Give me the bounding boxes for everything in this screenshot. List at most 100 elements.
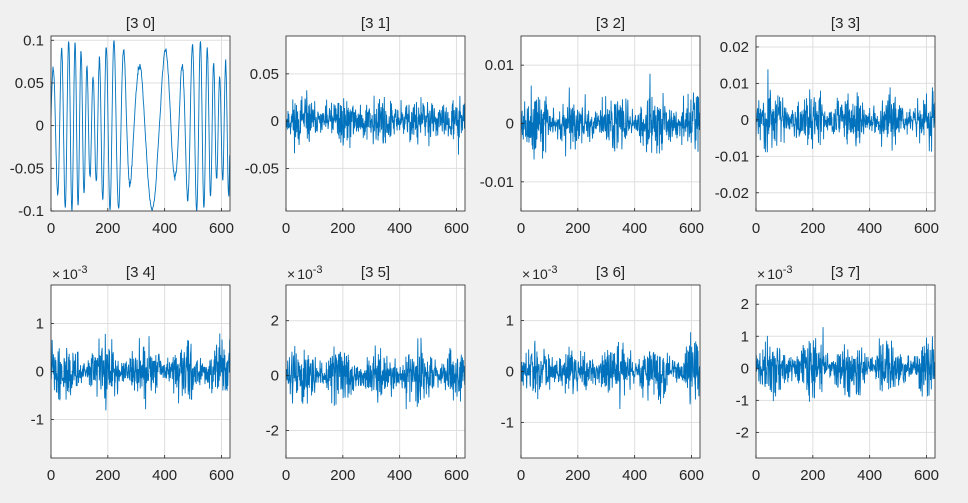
series-line bbox=[521, 332, 700, 409]
series-line bbox=[756, 69, 935, 153]
subplot-4: 0 200 400 600 -1 0 1 [3 4] × 10-3 bbox=[31, 264, 234, 484]
x-tick-label: 0 bbox=[47, 467, 55, 484]
x-tick-label: 400 bbox=[152, 220, 177, 237]
x-tick-label: 200 bbox=[800, 220, 825, 237]
x-tick-label: 600 bbox=[914, 220, 939, 237]
x-tick-label: 600 bbox=[679, 467, 704, 484]
y-tick-label: 2 bbox=[271, 313, 279, 330]
y-tick-label: -0.05 bbox=[245, 160, 279, 177]
axes-box bbox=[50, 35, 231, 212]
y-tick-label: 1 bbox=[506, 313, 514, 330]
x-tick-label: 400 bbox=[622, 220, 647, 237]
y-exponent-label: × 10-3 bbox=[522, 264, 558, 282]
y-tick-label: -0.05 bbox=[10, 160, 44, 177]
x-tick-label: 0 bbox=[517, 220, 525, 237]
axes-box bbox=[755, 284, 936, 459]
x-tick-label: 0 bbox=[752, 467, 760, 484]
y-tick-label: 0 bbox=[741, 112, 749, 129]
exponent-base: 10 bbox=[62, 266, 78, 282]
y-tick-label: 0.01 bbox=[485, 57, 514, 74]
subplot-1: 0 200 400 600 -0.05 0 0.05 [3 1] bbox=[245, 15, 469, 237]
y-tick-label: -1 bbox=[736, 392, 749, 409]
y-tick-label: 0 bbox=[36, 364, 44, 381]
x-tick-label: 400 bbox=[387, 467, 412, 484]
subplot-7: 0 200 400 600 -2 -1 0 1 2 [3 7] × 10-3 bbox=[736, 264, 939, 484]
subplot-title: [3 7] bbox=[831, 264, 860, 281]
y-tick-label: -0.1 bbox=[18, 203, 44, 220]
exponent-times: × bbox=[52, 266, 60, 282]
x-tick-label: 600 bbox=[444, 467, 469, 484]
exponent-power: -3 bbox=[783, 264, 793, 276]
y-tick-label: 0 bbox=[271, 368, 279, 385]
y-tick-label: -1 bbox=[501, 414, 514, 431]
x-tick-label: 200 bbox=[330, 467, 355, 484]
y-tick-label: 0 bbox=[506, 116, 514, 133]
x-tick-label: 400 bbox=[857, 467, 882, 484]
y-tick-label: -0.02 bbox=[715, 185, 749, 202]
subplot-0: 0 200 400 600 -0.1 -0.05 0 0.05 0.1 [3 0] bbox=[10, 15, 234, 237]
exponent-base: 10 bbox=[767, 266, 783, 282]
y-tick-label: -1 bbox=[31, 412, 44, 429]
exponent-power: -3 bbox=[313, 264, 323, 276]
x-tick-label: 200 bbox=[95, 467, 120, 484]
x-tick-label: 400 bbox=[387, 220, 412, 237]
subplot-title: [3 6] bbox=[596, 264, 625, 281]
exponent-base: 10 bbox=[297, 266, 313, 282]
y-tick-label: -0.01 bbox=[715, 148, 749, 165]
exponent-times: × bbox=[287, 266, 295, 282]
subplot-title: [3 5] bbox=[361, 264, 390, 281]
y-tick-label: -2 bbox=[266, 423, 279, 440]
subplot-title: [3 0] bbox=[126, 15, 155, 32]
x-tick-label: 200 bbox=[800, 467, 825, 484]
x-tick-label: 400 bbox=[152, 467, 177, 484]
axes-box bbox=[285, 35, 466, 212]
exponent-times: × bbox=[757, 266, 765, 282]
subplot-5: 0 200 400 600 -2 0 2 [3 5] × 10-3 bbox=[266, 264, 469, 484]
y-tick-label: -2 bbox=[736, 424, 749, 441]
exponent-base: 10 bbox=[532, 266, 548, 282]
x-tick-label: 400 bbox=[622, 467, 647, 484]
x-tick-label: 0 bbox=[752, 220, 760, 237]
x-tick-label: 600 bbox=[679, 220, 704, 237]
x-tick-label: 200 bbox=[95, 220, 120, 237]
subplot-title: [3 4] bbox=[126, 264, 155, 281]
x-tick-label: 0 bbox=[282, 467, 290, 484]
x-tick-label: 400 bbox=[857, 220, 882, 237]
x-tick-label: 200 bbox=[565, 220, 590, 237]
x-tick-label: 600 bbox=[914, 467, 939, 484]
y-tick-label: 0.05 bbox=[250, 66, 279, 83]
x-tick-label: 0 bbox=[47, 220, 55, 237]
x-tick-label: 200 bbox=[565, 467, 590, 484]
exponent-power: -3 bbox=[548, 264, 558, 276]
axes-box bbox=[755, 35, 936, 212]
x-tick-label: 200 bbox=[330, 220, 355, 237]
y-tick-label: 1 bbox=[36, 315, 44, 332]
subplot-title: [3 1] bbox=[361, 15, 390, 32]
y-tick-label: 0 bbox=[506, 364, 514, 381]
y-tick-label: 0.01 bbox=[720, 75, 749, 92]
y-tick-label: 2 bbox=[741, 296, 749, 313]
subplot-3: 0 200 400 600 -0.02 -0.01 0 0.01 0.02 [3 3] bbox=[715, 15, 939, 237]
x-tick-label: 600 bbox=[209, 467, 234, 484]
y-tick-label: -0.01 bbox=[480, 174, 514, 191]
x-tick-label: 600 bbox=[444, 220, 469, 237]
y-tick-label: 1 bbox=[741, 328, 749, 345]
y-exponent-label: × 10-3 bbox=[757, 264, 793, 282]
y-exponent-label: × 10-3 bbox=[287, 264, 323, 282]
y-tick-label: 0 bbox=[271, 113, 279, 130]
series-line bbox=[51, 333, 230, 411]
series-line bbox=[521, 73, 700, 160]
y-exponent-label: × 10-3 bbox=[52, 264, 88, 282]
subplot-title: [3 3] bbox=[831, 15, 860, 32]
exponent-power: -3 bbox=[78, 264, 88, 276]
y-tick-label: 0.05 bbox=[15, 75, 44, 92]
x-tick-label: 600 bbox=[209, 220, 234, 237]
subplot-2: 0 200 400 600 -0.01 0 0.01 [3 2] bbox=[480, 15, 704, 237]
subplot-title: [3 2] bbox=[596, 15, 625, 32]
y-tick-label: 0 bbox=[36, 118, 44, 135]
y-tick-label: 0 bbox=[741, 360, 749, 377]
x-tick-label: 0 bbox=[517, 467, 525, 484]
y-tick-label: 0.02 bbox=[720, 39, 749, 56]
axes-box bbox=[285, 284, 466, 459]
